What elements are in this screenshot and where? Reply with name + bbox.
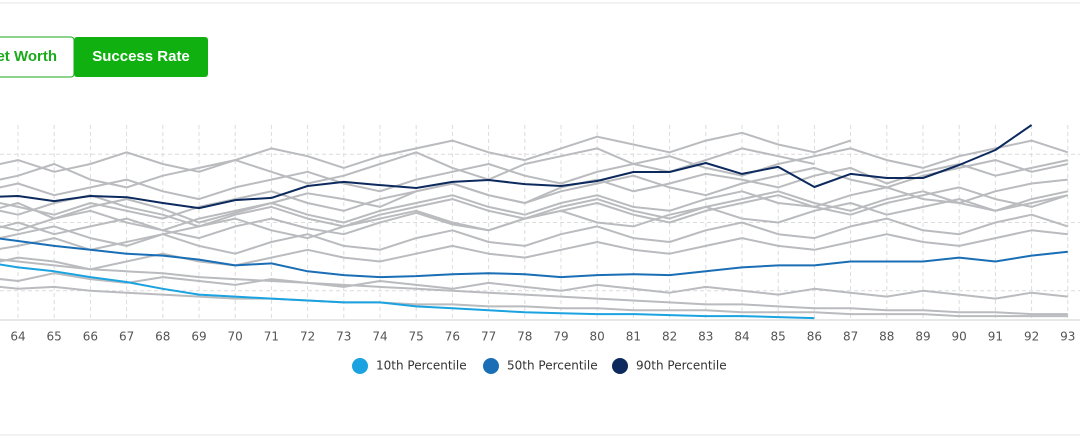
- x-tick-label: 84: [734, 330, 749, 344]
- x-tick-label: 75: [409, 330, 424, 344]
- legend-label: 50th Percentile: [507, 359, 598, 373]
- simulation-line: [0, 230, 1068, 269]
- x-tick-label: 77: [481, 330, 496, 344]
- percentile-line: [0, 125, 1032, 208]
- x-tick-label: 66: [83, 330, 98, 344]
- x-tick-label: 80: [590, 330, 605, 344]
- x-tick-label: 64: [10, 330, 25, 344]
- x-tick-label: 88: [879, 330, 894, 344]
- x-tick-label: 78: [517, 330, 532, 344]
- legend-label: 10th Percentile: [376, 359, 467, 373]
- x-tick-label: 67: [119, 330, 134, 344]
- button-label[interactable]: Success Rate: [92, 48, 190, 65]
- x-tick-label: 92: [1024, 330, 1039, 344]
- x-tick-label: 65: [47, 330, 62, 344]
- legend-swatch: [483, 358, 499, 374]
- x-tick-label: 70: [228, 330, 243, 344]
- simulation-line: [0, 141, 1068, 200]
- chart: Net Worth Success Rate 64 65 66 67 68 69 70 71 7…: [0, 0, 1080, 439]
- x-tick-label: 73: [336, 330, 351, 344]
- legend-swatch: [352, 358, 368, 374]
- x-tick-label: 71: [264, 330, 279, 344]
- simulation-line: [0, 133, 851, 172]
- legend-swatch: [612, 358, 628, 374]
- legend-label: 90th Percentile: [636, 359, 727, 373]
- x-tick-label: 69: [191, 330, 206, 344]
- x-tick-label: 85: [771, 330, 786, 344]
- x-tick-label: 87: [843, 330, 858, 344]
- button-label[interactable]: Net Worth: [0, 48, 57, 65]
- x-tick-label: 82: [662, 330, 677, 344]
- x-tick-label: 83: [698, 330, 713, 344]
- x-tick-label: 76: [445, 330, 460, 344]
- x-tick-label: 74: [372, 330, 387, 344]
- x-tick-label: 93: [1060, 330, 1075, 344]
- x-tick-label: 91: [988, 330, 1003, 344]
- x-tick-label: 89: [915, 330, 930, 344]
- x-tick-label: 68: [155, 330, 170, 344]
- simulation-line: [0, 258, 1068, 315]
- simulation-line: [0, 285, 1068, 316]
- x-tick-label: 86: [807, 330, 822, 344]
- x-tick-label: 79: [553, 330, 568, 344]
- x-tick-label: 81: [626, 330, 641, 344]
- x-tick-label: 90: [952, 330, 967, 344]
- x-tick-label: 72: [300, 330, 315, 344]
